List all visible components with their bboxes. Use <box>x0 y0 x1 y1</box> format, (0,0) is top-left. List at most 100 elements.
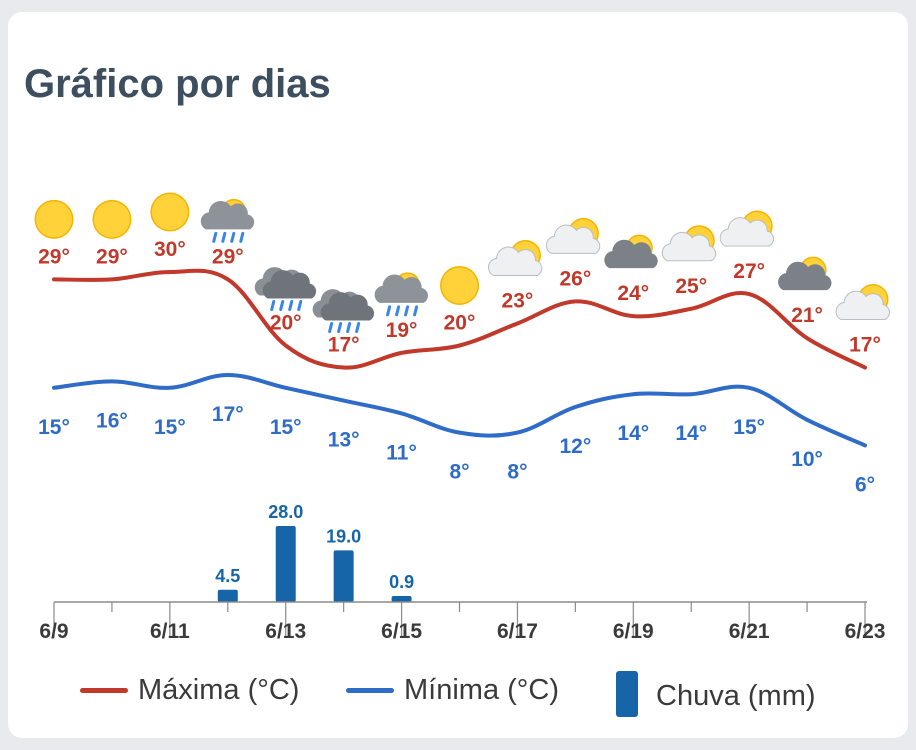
temperature-labels: 29° 29° 30° 29° 20° 17° 19° 20° 23° 26° 24° 25° 27° 2… <box>38 238 881 496</box>
legend-item-rain: Chuva (mm) <box>616 671 816 717</box>
cloudy-sun-icon <box>604 234 658 269</box>
cloud-shape <box>200 200 255 230</box>
x-tick-label: 6/19 <box>613 620 654 643</box>
x-tick-label: 6/21 <box>729 620 770 643</box>
rain-drop <box>297 300 303 311</box>
max-temp-label: 29° <box>212 245 244 268</box>
partly-cloudy-icon <box>661 225 717 262</box>
chart-card <box>8 12 908 738</box>
rain-bar-label: 4.5 <box>215 566 240 586</box>
min-temp-label: 12° <box>559 435 591 458</box>
partly-cloudy-icon <box>835 284 890 321</box>
min-temp-label: 8° <box>507 461 527 484</box>
rain-bars: 4.5 28.0 19.0 0.9 <box>215 502 414 602</box>
max-temp-label: 23° <box>502 289 534 312</box>
x-tick-label: 6/17 <box>497 620 538 643</box>
rain-bar <box>275 526 296 602</box>
rain-drop <box>270 300 276 311</box>
min-temp-line <box>52 372 868 448</box>
max-temp-label: 24° <box>617 282 649 305</box>
cloud-shape <box>487 246 543 276</box>
max-temp-label: 21° <box>791 304 823 327</box>
partly-cloudy-icon <box>545 217 601 254</box>
rain-drop <box>346 322 352 334</box>
rain-drop <box>337 322 343 334</box>
rain-bar-label: 28.0 <box>268 502 303 522</box>
sun-icon <box>150 192 190 232</box>
max-temp-line <box>52 268 868 370</box>
max-temp-label: 17° <box>328 334 360 357</box>
legend-item-max: Máxima (°C) <box>80 674 299 707</box>
min-temp-label: 11° <box>386 441 417 464</box>
sun-icon <box>440 266 480 305</box>
rain-drop <box>221 231 227 243</box>
min-temp-label: 17° <box>212 403 244 426</box>
rain-drop <box>239 231 245 243</box>
cloud-shape <box>661 231 717 262</box>
max-temp-label: 29° <box>96 245 128 268</box>
rain-sun-icon <box>200 198 255 243</box>
cloud-shape <box>374 274 429 303</box>
partly-cloudy-icon <box>487 239 543 276</box>
rain-drop <box>328 322 334 334</box>
min-temp-label: 15° <box>154 416 186 439</box>
max-temp-label: 20° <box>444 312 476 335</box>
rain-bar-label: 0.9 <box>389 572 414 592</box>
legend-item-min: Mínima (°C) <box>346 674 559 707</box>
max-temp-label: 27° <box>733 260 765 283</box>
rain-cloud-icon <box>312 289 375 334</box>
min-temp-label: 6° <box>855 473 875 496</box>
rain-drop <box>212 231 218 243</box>
min-temp-label: 15° <box>270 416 302 439</box>
sun-disc <box>36 201 72 238</box>
x-tick-label: 6/9 <box>39 620 68 643</box>
rain-bar <box>217 589 238 602</box>
legend-max-label: Máxima (°C) <box>138 674 300 706</box>
max-temp-label: 25° <box>675 275 707 298</box>
rain-drop <box>355 322 361 334</box>
legend-max-swatch <box>80 688 128 693</box>
rain-drop <box>288 300 294 311</box>
cloud-shape <box>604 239 658 269</box>
min-temp-label: 15° <box>733 416 765 439</box>
x-tick-label: 6/15 <box>381 620 422 643</box>
min-temp-label: 15° <box>38 416 70 439</box>
rain-drop <box>395 305 401 317</box>
sun-disc <box>93 201 130 238</box>
cloudy-sun-icon <box>778 256 832 291</box>
min-temp-label: 14° <box>675 422 707 445</box>
max-temp-label: 29° <box>38 245 70 268</box>
min-temp-label: 14° <box>617 422 649 445</box>
cloud-shape <box>835 290 890 321</box>
x-axis: 6/9 6/11 6/13 6/15 6/17 6/19 6/21 6/23 <box>39 601 885 643</box>
max-temp-label: 26° <box>559 267 591 290</box>
rain-drop <box>386 305 392 317</box>
cloud-shape <box>262 270 317 299</box>
rain-bar <box>391 596 412 602</box>
rain-bar <box>333 550 354 602</box>
min-temp-label: 16° <box>96 409 128 432</box>
cloud-shape <box>320 292 375 321</box>
max-temp-label: 20° <box>270 312 302 335</box>
rain-cloud-icon <box>254 267 317 311</box>
weather-icons <box>34 192 890 334</box>
max-temp-label: 30° <box>154 238 186 261</box>
sun-disc <box>441 267 478 304</box>
legend-min-label: Mínima (°C) <box>404 674 559 706</box>
rain-sun-icon <box>374 272 429 317</box>
rain-drop <box>279 300 285 311</box>
rain-drop <box>404 305 410 317</box>
sun-icon <box>34 199 74 239</box>
min-temp-label: 10° <box>791 448 823 471</box>
sun-disc <box>151 194 188 230</box>
min-temp-label: 13° <box>328 429 360 452</box>
x-tick-label: 6/13 <box>265 620 306 643</box>
max-temp-label: 19° <box>386 319 418 342</box>
legend-rain-label: Chuva (mm) <box>656 679 816 712</box>
rain-drop <box>413 305 419 317</box>
legend-min-swatch <box>346 688 394 693</box>
cloud-shape <box>719 217 775 247</box>
sun-icon <box>92 199 132 239</box>
legend-rain-swatch <box>616 671 638 717</box>
